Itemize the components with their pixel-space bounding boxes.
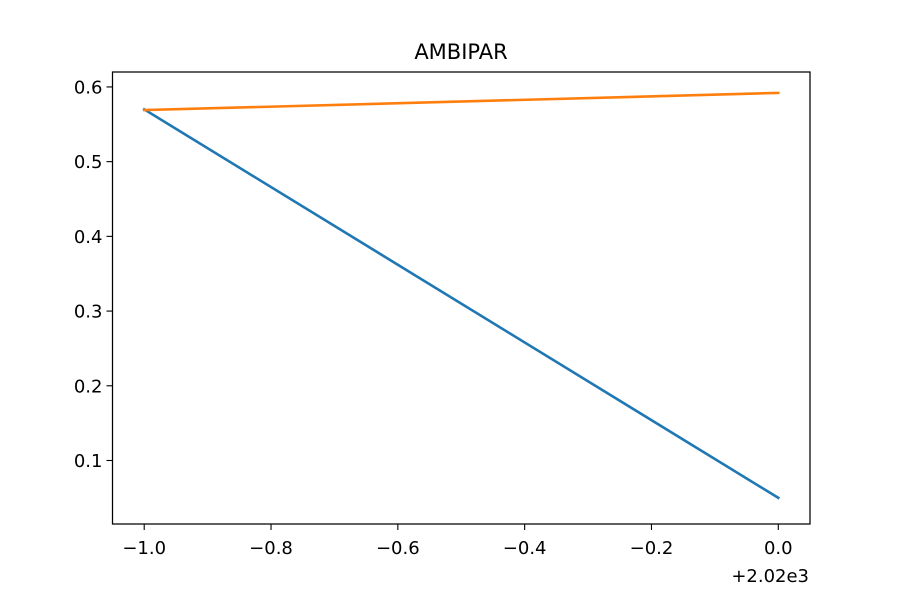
y-tick-label: 0.1 (74, 451, 103, 472)
series-line-1 (142, 107, 781, 500)
y-tick-label: 0.3 (74, 302, 103, 323)
x-tick-label: −0.8 (249, 538, 293, 559)
x-tick-label: −0.4 (503, 538, 547, 559)
x-offset-label: +2.02e3 (731, 566, 809, 587)
series-line-2 (142, 91, 780, 112)
plot-frame (111, 71, 811, 525)
x-axis: −1.0 −0.8 −0.6 −0.4 −0.2 0.0 (122, 524, 793, 559)
x-tick-label: −1.0 (122, 538, 166, 559)
x-tick-label: −0.6 (376, 538, 420, 559)
chart-title: AMBIPAR (414, 40, 507, 64)
x-tick-label: −0.2 (630, 538, 674, 559)
y-tick-label: 0.4 (74, 227, 103, 248)
y-axis: 0.1 0.2 0.3 0.4 0.5 0.6 (74, 77, 113, 472)
y-tick-label: 0.5 (74, 152, 103, 173)
y-tick-label: 0.6 (74, 77, 103, 98)
series-layer (142, 91, 781, 500)
y-tick-label: 0.2 (74, 376, 103, 397)
x-tick-label: 0.0 (764, 538, 793, 559)
